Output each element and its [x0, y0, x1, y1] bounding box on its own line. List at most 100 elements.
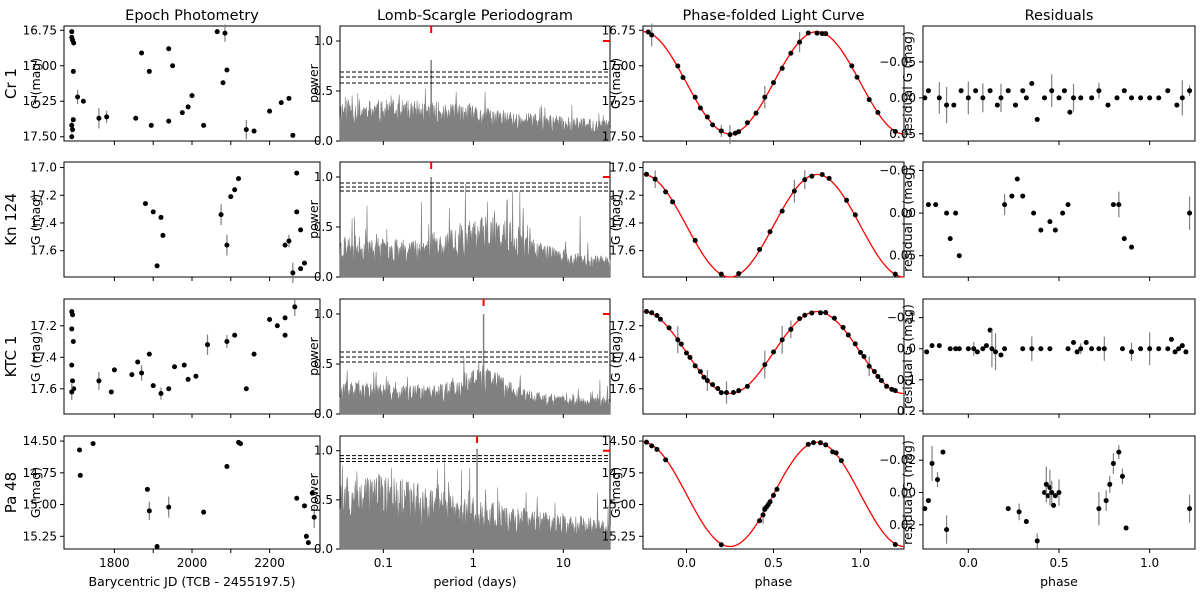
- residual-point: [1156, 95, 1162, 101]
- y-axis-label: power: [306, 199, 321, 238]
- residual-point: [1123, 525, 1129, 531]
- epoch-point: [222, 30, 228, 36]
- epoch-panel: [63, 161, 321, 278]
- residuals-panel: [922, 161, 1196, 278]
- row-name: Kn 124: [2, 193, 20, 246]
- residual-point: [1116, 449, 1122, 455]
- residuals-panel: [922, 298, 1196, 415]
- phased-point: [736, 388, 742, 394]
- phased-point: [692, 363, 698, 369]
- phased-point: [762, 94, 768, 100]
- x-axis-label: period (days): [433, 574, 516, 589]
- epoch-point: [144, 486, 150, 492]
- phased-point: [866, 97, 872, 103]
- residual-point: [944, 527, 950, 533]
- epoch-point: [218, 212, 224, 218]
- residual-point: [1052, 227, 1058, 233]
- residual-point: [974, 349, 980, 355]
- periodogram-power: [339, 459, 611, 550]
- epoch-point: [303, 533, 309, 539]
- y-tick-label: 17.2: [609, 188, 636, 202]
- epoch-point: [185, 376, 191, 382]
- y-tick-label: 17.2: [30, 319, 57, 333]
- epoch-point: [158, 214, 164, 220]
- epoch-point: [305, 540, 311, 546]
- phased-point: [791, 188, 797, 194]
- x-tick-label: 1: [470, 556, 478, 570]
- residual-point: [1187, 210, 1193, 216]
- residual-point: [1138, 346, 1144, 352]
- epoch-point: [290, 132, 296, 138]
- y-tick-label: 1.0: [314, 34, 333, 48]
- epoch-point: [201, 122, 207, 128]
- residual-point: [1179, 95, 1185, 101]
- residual-point: [1049, 490, 1055, 495]
- epoch-point: [294, 495, 300, 501]
- residual-point: [1096, 506, 1102, 512]
- phased-point: [718, 542, 724, 548]
- phased-point: [823, 442, 829, 448]
- phased-point: [875, 109, 881, 115]
- y-axis-label: power: [306, 472, 321, 511]
- x-axis-label: phase: [1040, 574, 1078, 589]
- residual-point: [1002, 346, 1008, 352]
- residual-point: [1047, 219, 1053, 225]
- y-tick-label: 17.6: [30, 382, 57, 396]
- phased-point: [826, 175, 832, 181]
- residual-point: [998, 352, 1004, 358]
- residual-point: [1065, 202, 1071, 208]
- y-tick-label: 0.0: [897, 342, 916, 356]
- epoch-point: [298, 227, 304, 233]
- epoch-point: [108, 389, 114, 395]
- epoch-point: [150, 383, 156, 389]
- residual-point: [947, 346, 953, 352]
- residual-point: [1014, 176, 1020, 182]
- y-tick-label: 17.4: [30, 350, 57, 364]
- residual-point: [1029, 81, 1035, 86]
- phased-point: [788, 50, 794, 56]
- epoch-point: [166, 386, 172, 392]
- phased-point: [727, 132, 733, 138]
- epoch-point: [70, 117, 76, 123]
- residual-point: [980, 95, 986, 101]
- phased-point: [774, 486, 780, 492]
- epoch-point: [104, 114, 110, 120]
- residual-point: [1168, 336, 1174, 342]
- residual-point: [947, 236, 953, 242]
- residual-point: [983, 343, 989, 349]
- residual-point: [929, 343, 935, 349]
- epoch-point: [146, 351, 152, 357]
- phased-point: [643, 171, 649, 177]
- phased-point: [687, 354, 693, 360]
- epoch-point: [69, 362, 75, 368]
- residual-point: [1121, 88, 1127, 94]
- epoch-point: [193, 373, 199, 379]
- y-tick-label: 0.5: [314, 357, 333, 371]
- phased-point: [811, 440, 817, 446]
- epoch-panel: [63, 298, 321, 415]
- residual-point: [965, 346, 971, 352]
- y-tick-label: 17.00: [23, 59, 57, 73]
- residual-point: [1129, 95, 1135, 101]
- residual-point: [1121, 236, 1127, 242]
- phased-point: [704, 114, 710, 120]
- phased-point: [838, 458, 844, 464]
- y-tick-label: 14.50: [602, 434, 636, 448]
- y-tick-label: 0.2: [897, 404, 916, 418]
- epoch-point: [189, 93, 195, 99]
- residual-point: [1165, 88, 1171, 94]
- residual-point: [1031, 210, 1037, 216]
- residual-point: [953, 210, 959, 216]
- phased-point: [892, 541, 898, 547]
- epoch-point: [70, 68, 76, 74]
- model-curve: [643, 173, 905, 278]
- epoch-point: [142, 201, 148, 207]
- phased-point: [779, 337, 785, 343]
- x-tick-label: 10: [556, 556, 571, 570]
- y-tick-label: 17.6: [609, 382, 636, 396]
- phased-point: [757, 518, 763, 524]
- residual-point: [1056, 95, 1062, 101]
- epoch-point: [70, 127, 76, 133]
- phased-point: [771, 492, 776, 498]
- row-name: Pa 48: [2, 472, 20, 513]
